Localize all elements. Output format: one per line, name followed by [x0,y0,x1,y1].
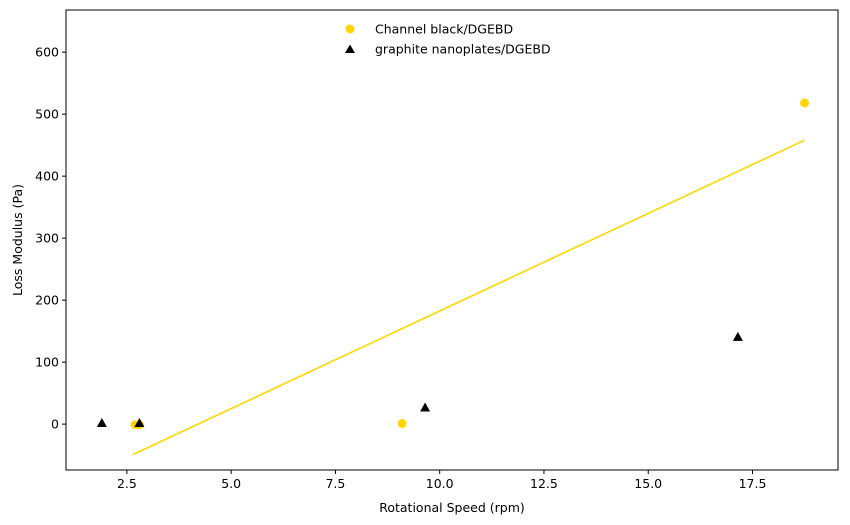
fit-line [132,139,805,456]
legend-marker-channel-black [345,24,355,34]
point-series-1 [732,331,743,341]
x-tick-label: 15.0 [634,476,662,491]
x-tick-label: 12.5 [530,476,558,491]
y-tick-label: 200 [35,293,59,308]
point-series-1 [134,418,145,428]
y-tick-label: 0 [51,417,59,432]
point-series-1 [420,402,431,412]
x-axis-ticks: 2.5 5.0 7.5 10.0 12.5 15.0 17.5 [117,470,766,491]
y-tick-label: 400 [35,169,59,184]
legend-marker-graphite [345,44,355,53]
fit-line-group [132,139,805,456]
legend: Channel black/DGEBD graphite nanoplates/… [345,22,551,57]
x-tick-label: 7.5 [325,476,345,491]
legend-label-channel-black: Channel black/DGEBD [375,22,513,37]
point-series-0 [397,419,407,429]
x-tick-label: 5.0 [221,476,241,491]
x-axis-label: Rotational Speed (rpm) [379,500,525,515]
legend-label-graphite: graphite nanoplates/DGEBD [375,42,551,57]
x-tick-label: 10.0 [426,476,454,491]
y-axis-ticks: 0 100 200 300 400 500 600 [35,45,66,432]
y-axis-label: Loss Modulus (Pa) [10,184,25,296]
data-points [96,98,810,430]
x-tick-label: 17.5 [739,476,767,491]
y-tick-label: 600 [35,45,59,60]
y-tick-label: 100 [35,355,59,370]
plot-area [65,9,839,471]
x-tick-label: 2.5 [117,476,137,491]
y-tick-label: 300 [35,231,59,246]
point-series-0 [800,98,810,108]
point-series-1 [96,418,107,428]
y-tick-label: 500 [35,107,59,122]
